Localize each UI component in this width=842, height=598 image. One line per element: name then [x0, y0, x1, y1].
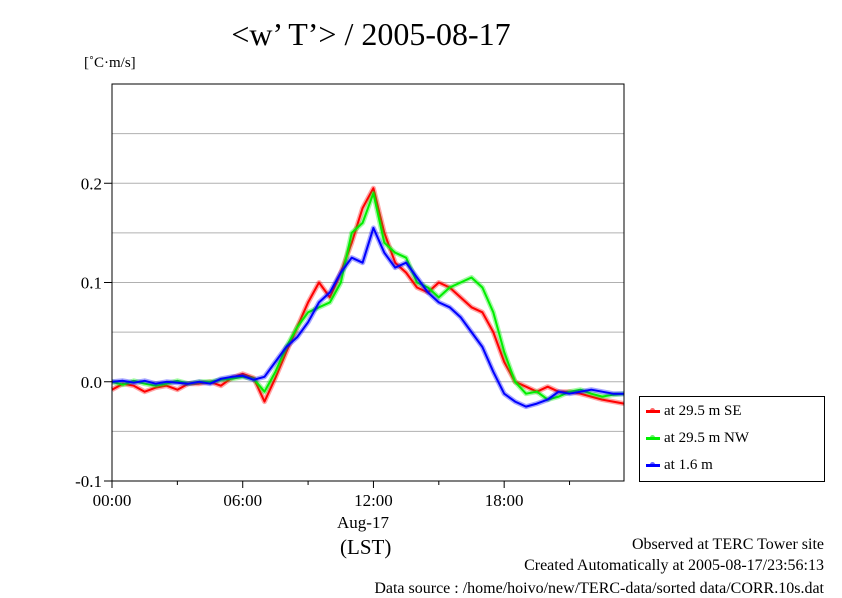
series-line-2 — [111, 226, 624, 408]
legend-label: at 29.5 m NW — [664, 430, 749, 446]
series-line-1 — [111, 192, 625, 401]
x-tick-label: 18:00 — [485, 491, 524, 510]
legend-item-nw: at 29.5 m NW — [646, 430, 749, 447]
chart-title: <w’ T’> / 2005-08-17 — [231, 16, 511, 52]
series-line-0 — [111, 187, 625, 405]
series-halo-2 — [111, 225, 624, 410]
y-tick-label: 0.1 — [81, 274, 102, 293]
x-axis-date: Aug-17 — [337, 513, 389, 532]
y-axis-unit: [˚C·m/s] — [84, 55, 136, 71]
x-tick-label: 00:00 — [93, 491, 132, 510]
y-tick-label: -0.1 — [75, 472, 102, 491]
axis-ticks: -0.1 0.0 0.1 0.2 00:00 06:00 12:00 18:00 — [75, 174, 571, 510]
legend-item-low: at 1.6 m — [646, 457, 713, 474]
y-tick-label: 0.0 — [81, 373, 102, 392]
series-halo-1 — [111, 190, 625, 403]
legend-label: at 1.6 m — [664, 457, 713, 473]
gridlines — [112, 133, 624, 432]
legend-label: at 29.5 m SE — [664, 403, 742, 419]
x-tick-label: 12:00 — [354, 491, 393, 510]
footer-observed: Observed at TERC Tower site — [631, 536, 824, 553]
legend-swatch-blue — [646, 462, 660, 467]
series-lines — [110, 185, 625, 410]
legend: at 29.5 m SE at 29.5 m NW at 1.6 m — [639, 396, 825, 482]
footer-source: Data source : /home/hoivo/new/TERC-data/… — [374, 580, 824, 597]
footer-created: Created Automatically at 2005-08-17/23:5… — [524, 557, 824, 574]
x-tick-label: 06:00 — [223, 491, 262, 510]
legend-swatch-green — [646, 435, 660, 440]
legend-swatch-red — [646, 408, 660, 413]
legend-item-se: at 29.5 m SE — [646, 403, 742, 420]
y-tick-label: 0.2 — [81, 174, 102, 193]
series-halo-0 — [110, 185, 625, 407]
x-axis-label: (LST) — [340, 535, 392, 559]
